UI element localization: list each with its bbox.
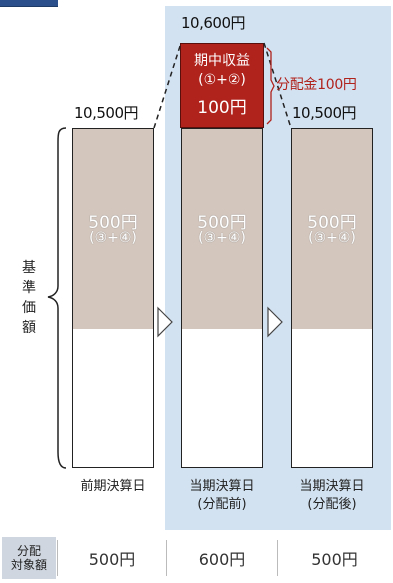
bar-previous-base [73, 129, 153, 330]
table-header-line2: 対象額 [10, 558, 47, 572]
base-formula-1: (③+④) [89, 230, 137, 246]
arrow-2 [267, 306, 283, 338]
bar-after-base [292, 129, 372, 330]
column-sublabel-2: (分配前) [197, 497, 247, 512]
bar-before-lower [182, 329, 262, 467]
after-value-label: 10,500円 [292, 104, 357, 122]
table-divider [277, 540, 278, 576]
base-formula-3: (③+④) [308, 230, 356, 246]
table-header-cell: 分配 対象額 [2, 537, 56, 579]
gain-line2: (①+②) [198, 72, 246, 88]
distribution-brace [266, 47, 275, 125]
table-value-3: 500円 [311, 550, 358, 569]
fall-dashed-line [263, 42, 292, 129]
column-sublabel-3: (分配後) [307, 497, 357, 512]
axis-brace [47, 127, 67, 469]
bar-previous-lower [73, 329, 153, 467]
table-value-1: 500円 [88, 550, 136, 569]
gain-line3: 100円 [197, 98, 247, 118]
arrow-1 [157, 306, 173, 338]
column-label-2: 当期決算日 [189, 479, 255, 494]
bar-after-distribution [291, 128, 373, 468]
bar-previous [72, 128, 154, 468]
base-amount-3: 500円 [307, 213, 357, 233]
table-value-2: 600円 [198, 550, 246, 569]
total-before-label: 10,600円 [181, 14, 246, 32]
base-formula-2: (③+④) [198, 230, 246, 246]
bar-after-lower [292, 329, 372, 467]
axis-label: 基準価額 [22, 260, 36, 336]
table-divider [57, 540, 58, 576]
gain-line1: 期中収益 [194, 53, 250, 69]
base-amount-2: 500円 [197, 213, 247, 233]
corner-tab [0, 0, 58, 7]
distribution-label: 分配金100円 [276, 77, 357, 93]
table-divider [166, 540, 167, 576]
base-amount-1: 500円 [88, 213, 138, 233]
rise-dashed-line [153, 42, 182, 129]
previous-value-label: 10,500円 [74, 104, 139, 122]
interim-income-box [180, 43, 264, 128]
column-label-1: 前期決算日 [80, 479, 146, 494]
table-header-line1: 分配 [16, 544, 41, 558]
column-label-3: 当期決算日 [299, 479, 365, 494]
bar-before-base [182, 129, 262, 330]
bar-before-distribution [181, 128, 263, 468]
diagram-lines [47, 42, 292, 469]
